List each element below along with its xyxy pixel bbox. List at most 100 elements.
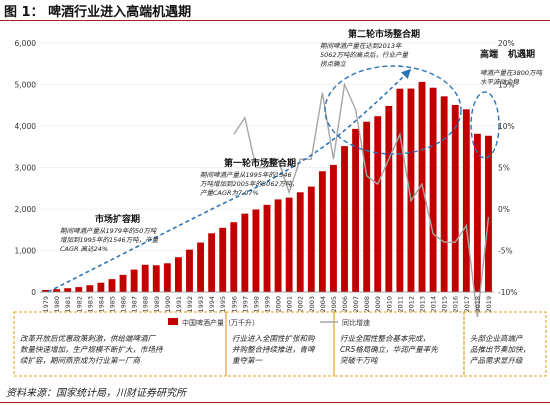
bar-production	[407, 88, 415, 292]
x-tick-label: 1981	[64, 296, 72, 313]
x-tick-label: 1988	[142, 296, 150, 313]
note-text: 数量快速增加，生产规模不断扩大，市场持	[20, 345, 164, 354]
x-tick-label: 1986	[120, 296, 128, 313]
note-text: 行业进入全国性扩张和购	[232, 334, 316, 343]
note-text: 品推出节奏加快，	[470, 345, 530, 354]
x-tick-label: 1984	[97, 296, 105, 313]
x-tick-label: 2014	[430, 296, 438, 313]
bar-production	[429, 87, 437, 292]
x-tick-label: 2013	[419, 296, 427, 313]
annotation-layer: 市场扩容期期间啤酒产量从1979年的50万吨增加到1995年的1546万吨，产量…	[60, 28, 544, 253]
annotation-text: 增加到1995年的1546万吨，产量	[60, 236, 160, 244]
x-tick-label: 1982	[75, 296, 83, 313]
bar-production	[219, 227, 227, 292]
note-text: 改革开放后优惠政策刺激，供给端啤酒厂	[20, 334, 156, 343]
x-tick-label: 1987	[131, 296, 139, 313]
annotation-text: 期间啤酒产量在达到2013年	[320, 42, 403, 50]
x-tick-label: 1979	[42, 296, 50, 313]
bar-production	[97, 282, 105, 292]
legend-layer: 中国啤酒产量（万千升） 同比增速	[168, 318, 370, 327]
bar-production	[451, 105, 459, 292]
bar-production	[396, 88, 404, 292]
x-tick-label: 2015	[441, 296, 449, 313]
annotation-text: 拐点确立	[320, 60, 347, 68]
bar-production	[307, 186, 315, 292]
bar-production	[473, 133, 481, 292]
legend-bar-label: 中国啤酒产量（万千升）	[182, 318, 259, 327]
bar-production	[252, 209, 260, 292]
highlight-ellipse-peak	[324, 65, 462, 155]
figure-header: 图 1： 啤酒行业进入高端机遇期	[0, 0, 550, 22]
source-note: 资料来源：国家统计局，川财证券研究所	[6, 388, 186, 399]
x-tick-label: 2012	[407, 296, 415, 313]
y-right-tick-label: 0%	[498, 205, 510, 214]
bars-layer	[42, 81, 492, 293]
x-tick-label: 1983	[86, 296, 94, 313]
bar-production	[363, 121, 371, 293]
annotation-text: 期间啤酒产量从1995年的1546	[200, 171, 292, 179]
y-left-tick-label: 1,000	[15, 247, 37, 256]
x-tick-label: 1997	[241, 296, 249, 313]
bar-production	[230, 222, 238, 292]
annotation-title: 第二轮市场整合期	[348, 28, 420, 40]
annotation-text: CAGR 高达24%	[60, 245, 108, 253]
bar-production	[296, 192, 304, 292]
bar-production	[152, 265, 160, 292]
y-right-tick-label: -5%	[498, 247, 513, 256]
y-left-tick-label: 4,000	[15, 122, 37, 131]
x-tick-label: 2010	[385, 296, 393, 313]
legend-line-label: 同比增速	[342, 318, 370, 327]
bar-production	[318, 171, 326, 292]
bar-production	[75, 287, 83, 292]
x-tick-label: 1998	[252, 296, 260, 313]
note-text: 头部企业高端产	[470, 334, 524, 343]
bar-production	[174, 257, 182, 292]
x-tick-label: 2002	[297, 296, 305, 313]
figure-title: 图 1： 啤酒行业进入高端机遇期	[4, 5, 192, 20]
bar-production	[385, 105, 393, 292]
bar-production	[141, 264, 149, 292]
note-box	[13, 311, 227, 377]
x-tick-label: 2006	[341, 296, 349, 313]
y-right-tick-label: -10%	[498, 288, 517, 297]
annotation-text: 期间啤酒产量从1979年的50万吨	[60, 227, 158, 235]
x-tick-label: 1996	[230, 296, 238, 313]
notes-layer: 改革开放后优惠政策刺激，供给端啤酒厂数量快速增加，生产规模不断扩大，市场持续扩容…	[13, 311, 547, 377]
highlight-ellipse-recent	[470, 91, 500, 159]
x-tick-label: 1985	[108, 296, 116, 313]
bar-production	[42, 289, 49, 292]
x-tick-label: 1990	[164, 296, 172, 313]
annotation-title: 第一轮市场整合期	[224, 157, 296, 169]
x-tick-label: 1993	[197, 296, 205, 313]
x-tick-label: 2000	[275, 296, 283, 313]
x-tick-label: 1991	[175, 296, 183, 313]
x-tick-label: 2018	[474, 296, 482, 313]
bar-production	[440, 96, 448, 292]
annotation-text: 产量CAGR为7.07%	[200, 189, 259, 197]
x-tick-label: 2004	[319, 296, 327, 313]
note-text: 重夺第一	[232, 356, 263, 365]
bar-production	[352, 128, 360, 292]
x-tick-label: 2017	[463, 296, 471, 313]
bar-production	[341, 146, 348, 292]
x-tick-label: 1992	[186, 296, 194, 313]
y-left-tick-label: 6,000	[15, 39, 37, 48]
annotation-title: 市场扩容期	[95, 213, 140, 225]
x-tick-label: 2019	[485, 296, 493, 313]
legend-bar-swatch	[168, 318, 178, 325]
y-right-tick-label: 5%	[498, 164, 510, 173]
annotation-text: 水平波动企稳	[480, 78, 520, 86]
annotation-text: 万吨增加到2005年的3062万吨，	[200, 180, 298, 188]
note-text: 行业全国性整合基本完成，	[340, 334, 430, 343]
y-right-tick-label: 10%	[498, 122, 515, 131]
x-tick-label: 1994	[208, 296, 216, 313]
bar-production	[285, 197, 293, 292]
line-layer	[233, 82, 490, 317]
x-tick-label: 1980	[53, 296, 61, 313]
bar-production	[462, 109, 470, 292]
bar-production	[64, 288, 72, 292]
y-left-tick-label: 0	[31, 288, 36, 297]
y-right-tick-label: 15%	[498, 81, 515, 90]
note-text: 并购整合持续推进，青啤	[232, 345, 316, 354]
